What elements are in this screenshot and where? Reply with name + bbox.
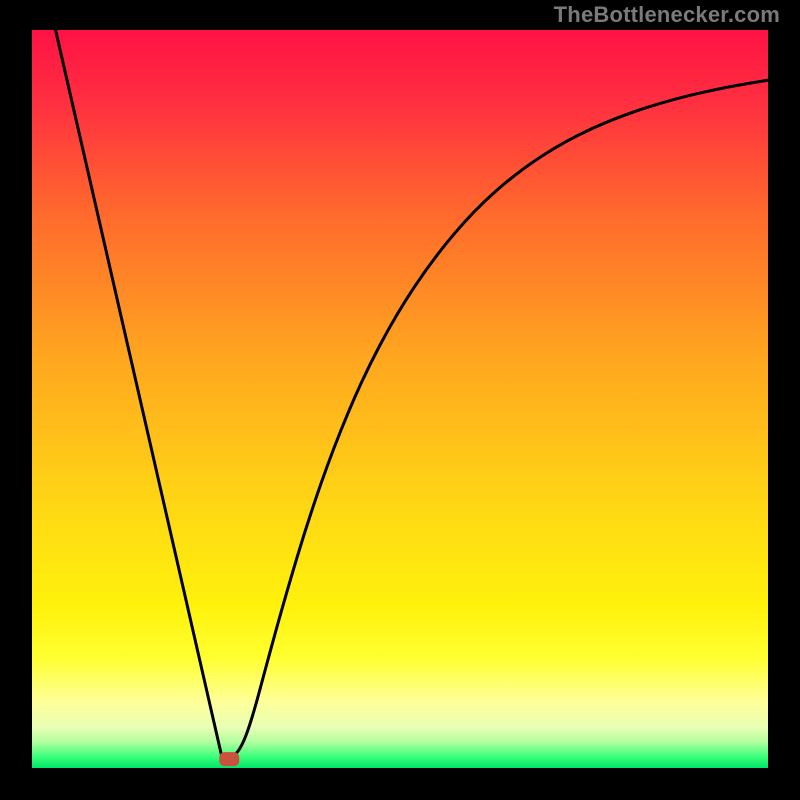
- chart-canvas: [0, 0, 800, 800]
- plot-background: [32, 30, 768, 768]
- minimum-marker: [219, 752, 239, 766]
- chart-frame: TheBottlenecker.com: [0, 0, 800, 800]
